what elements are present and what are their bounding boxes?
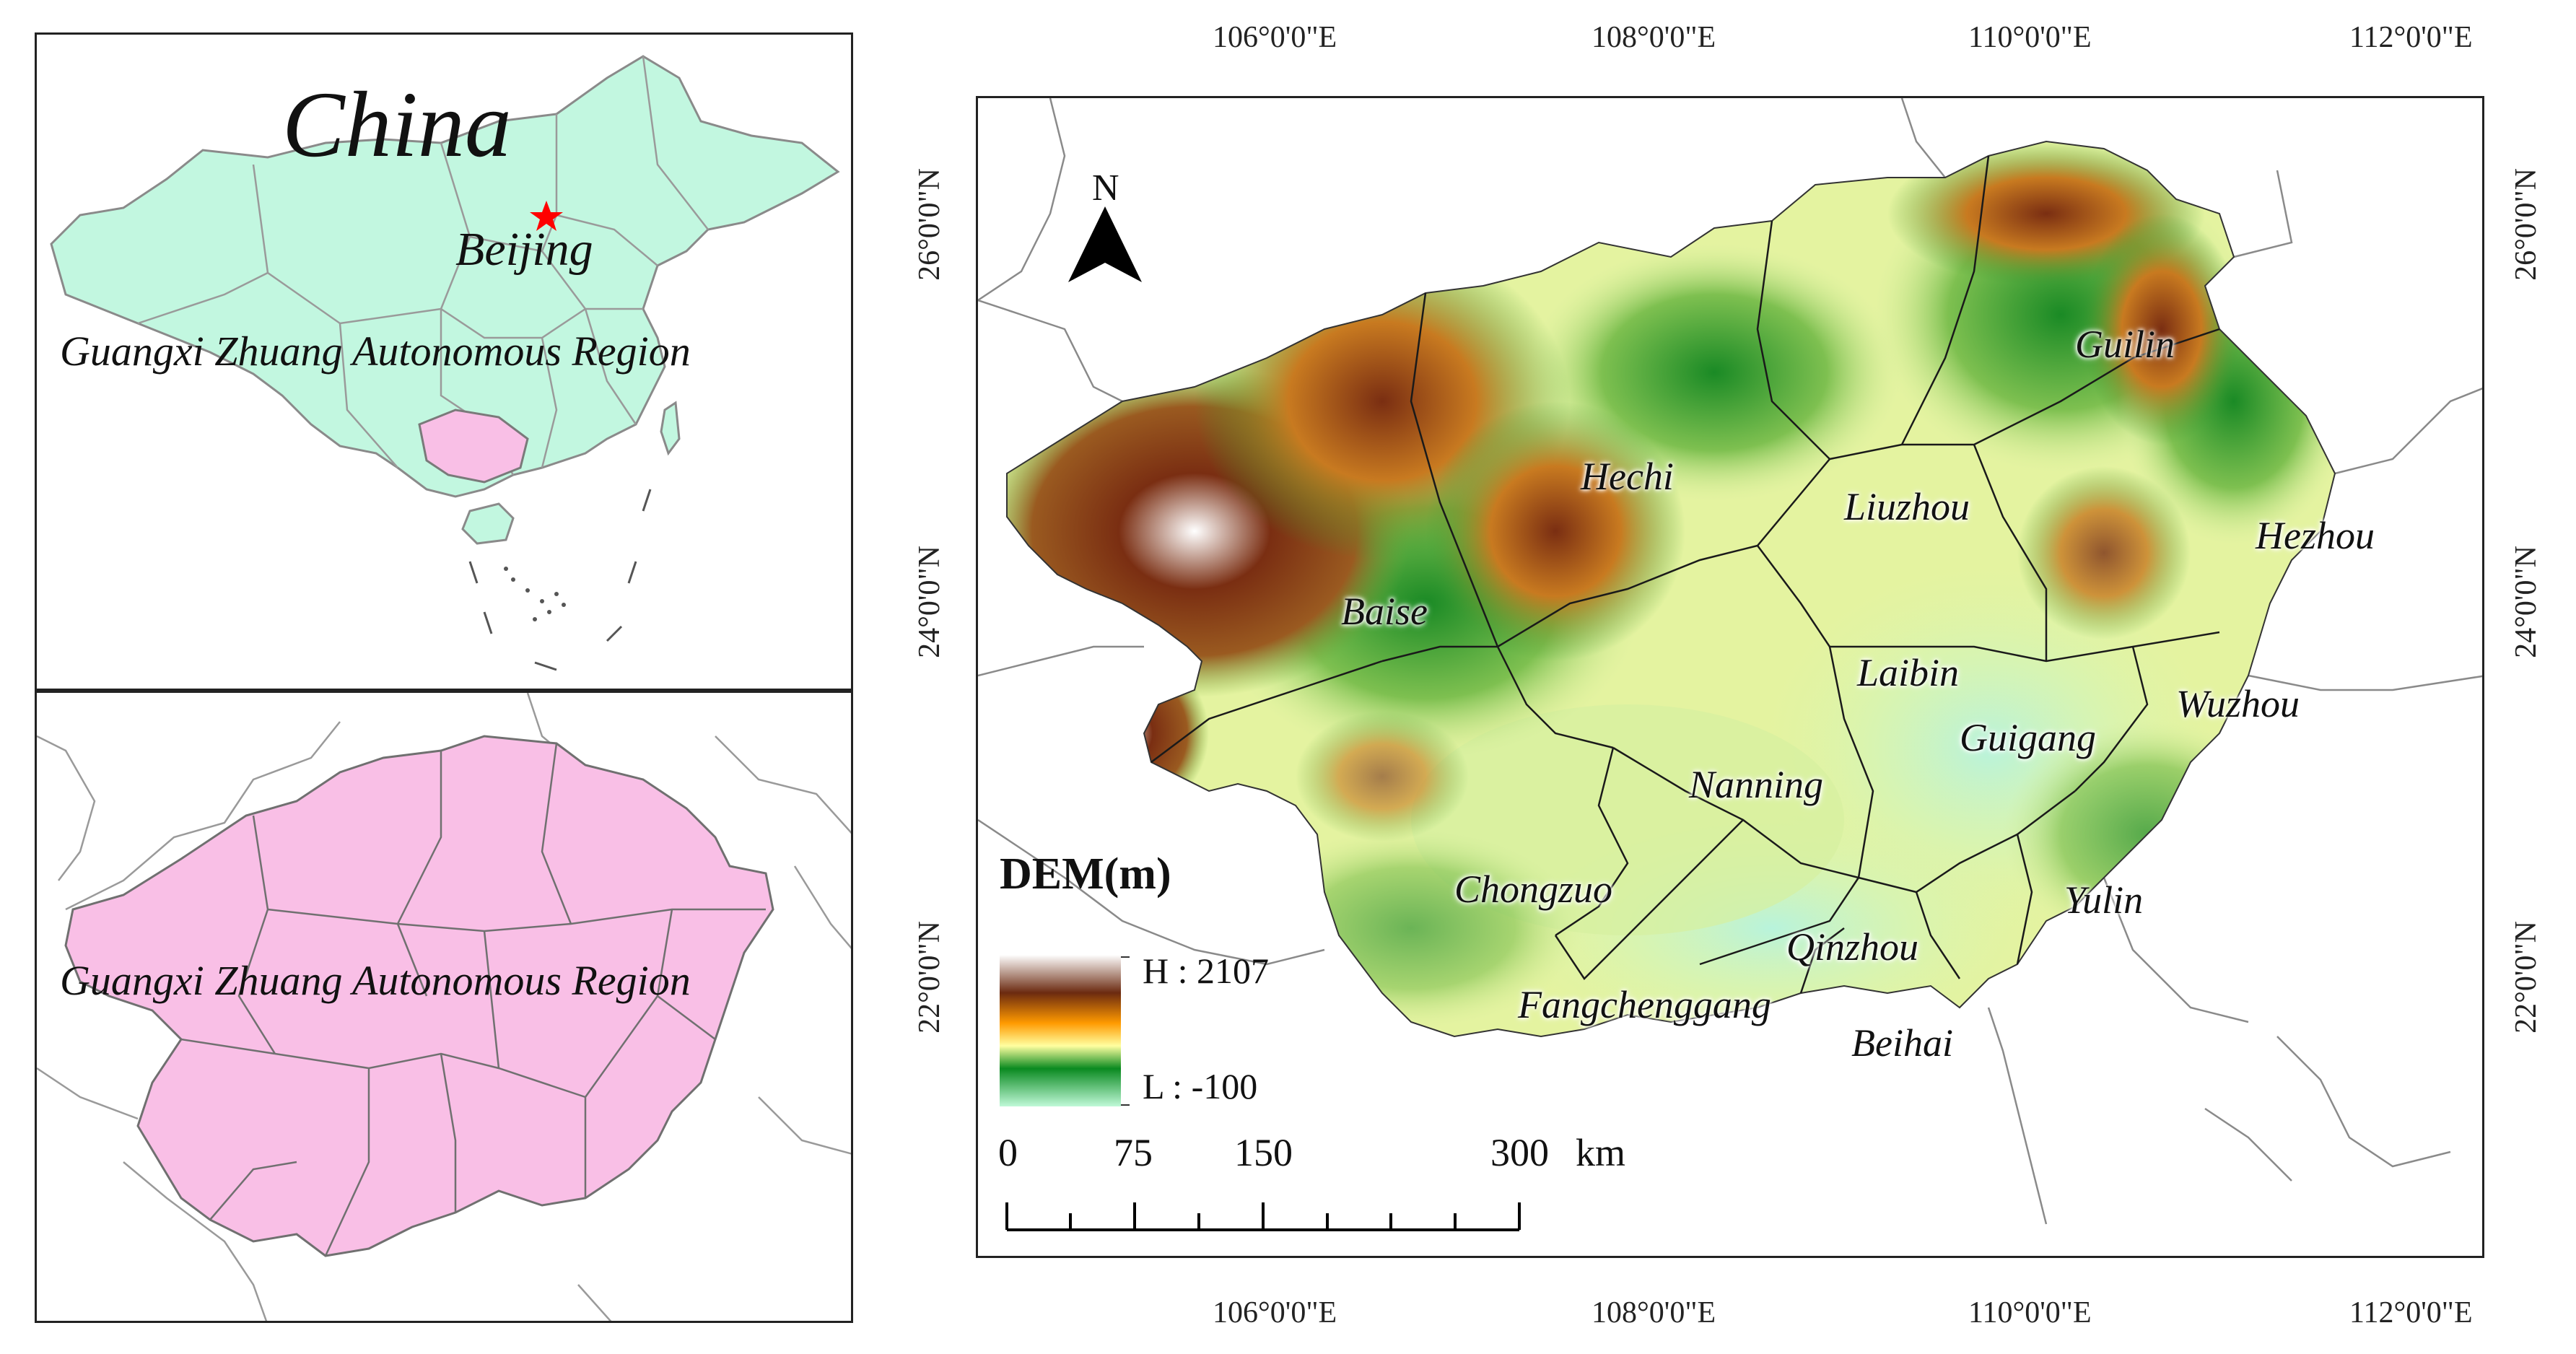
city-label-fangchenggang: Fangchenggang <box>1518 983 1771 1026</box>
guangxi-highlight <box>418 409 529 484</box>
lat-label-right-3: 22°0'0"N <box>2510 921 2543 1034</box>
lat-label-right-1: 26°0'0"N <box>2510 168 2543 281</box>
south-china-sea-islands <box>504 567 566 621</box>
city-label-liuzhou: Liuzhou <box>1844 485 1970 528</box>
dem-legend-ramp <box>1000 955 1130 1106</box>
hainan-island <box>461 502 515 545</box>
lon-label-bottom-2: 108°0'0"E <box>1592 1296 1716 1329</box>
city-label-baise: Baise <box>1341 590 1428 633</box>
legend-title: DEM(m) <box>1000 849 1171 899</box>
lat-label-right-2: 24°0'0"N <box>2510 546 2543 658</box>
city-label-hezhou: Hezhou <box>2256 514 2375 557</box>
scale-tick-150: 150 <box>1234 1131 1293 1174</box>
taiwan-island <box>660 401 681 456</box>
city-label-qinzhou: Qinzhou <box>1786 925 1919 969</box>
scale-tick-0: 0 <box>998 1131 1018 1174</box>
guangxi-city-boundaries <box>180 743 766 1257</box>
guangxi-inset-map <box>37 693 851 1321</box>
guangxi-shape <box>64 735 774 1257</box>
scale-unit: km <box>1576 1131 1626 1174</box>
lon-label-top-1: 106°0'0"E <box>1213 21 1337 54</box>
legend-high-label: H : 2107 <box>1143 951 1269 991</box>
nine-dash-line <box>468 489 652 671</box>
guangxi-outline <box>1006 140 2336 1038</box>
city-label-nanning: Nanning <box>1689 763 1824 806</box>
guangxi-region-label: Guangxi Zhuang Autonomous Region <box>60 957 691 1004</box>
city-boundaries <box>1151 155 2220 994</box>
lat-label-left-1: 26°0'0"N <box>913 168 946 281</box>
china-region-label: Guangxi Zhuang Autonomous Region <box>60 328 691 375</box>
lon-label-bottom-1: 106°0'0"E <box>1213 1296 1337 1329</box>
lat-label-left-2: 24°0'0"N <box>913 546 946 658</box>
neighbor-boundaries <box>978 98 2482 1225</box>
china-title: China <box>282 73 512 177</box>
dem-map-canvas <box>978 98 2482 1231</box>
guangxi-dem-raster <box>1007 141 2335 1036</box>
china-inset-map <box>50 55 840 671</box>
city-label-chongzuo: Chongzuo <box>1454 868 1613 911</box>
city-label-guigang: Guigang <box>1960 716 2096 759</box>
city-label-hechi: Hechi <box>1581 455 1674 498</box>
lon-label-bottom-4: 112°0'0"E <box>2349 1296 2473 1329</box>
beijing-label: Beijing <box>455 223 593 276</box>
main-dem-map-panel: N Guilin Hechi Liuzhou Hezhou Baise Laib… <box>976 96 2484 1258</box>
legend-low-label: L : -100 <box>1143 1066 1258 1106</box>
lon-label-top-4: 112°0'0"E <box>2349 21 2473 54</box>
city-label-guilin: Guilin <box>2075 323 2175 366</box>
china-inset-panel: China Beijing Guangxi Zhuang Autonomous … <box>35 32 853 691</box>
scale-tick-75: 75 <box>1114 1131 1153 1174</box>
scale-tick-300: 300 <box>1490 1131 1549 1174</box>
china-landmass <box>50 55 840 498</box>
beijing-star-icon <box>530 201 563 231</box>
lon-label-bottom-3: 110°0'0"E <box>1968 1296 2092 1329</box>
lat-label-left-3: 22°0'0"N <box>913 921 946 1034</box>
north-arrow-label: N <box>1092 167 1119 209</box>
city-label-wuzhou: Wuzhou <box>2176 682 2300 725</box>
guangxi-inset-panel: Guangxi Zhuang Autonomous Region <box>35 691 853 1323</box>
north-arrow-icon <box>1068 206 1142 282</box>
lon-label-top-2: 108°0'0"E <box>1592 21 1716 54</box>
lon-label-top-3: 110°0'0"E <box>1968 21 2092 54</box>
city-label-yulin: Yulin <box>2064 878 2144 922</box>
city-label-beihai: Beihai <box>1851 1021 1953 1065</box>
scale-bar <box>1005 1202 1521 1231</box>
city-label-laibin: Laibin <box>1857 651 1960 694</box>
